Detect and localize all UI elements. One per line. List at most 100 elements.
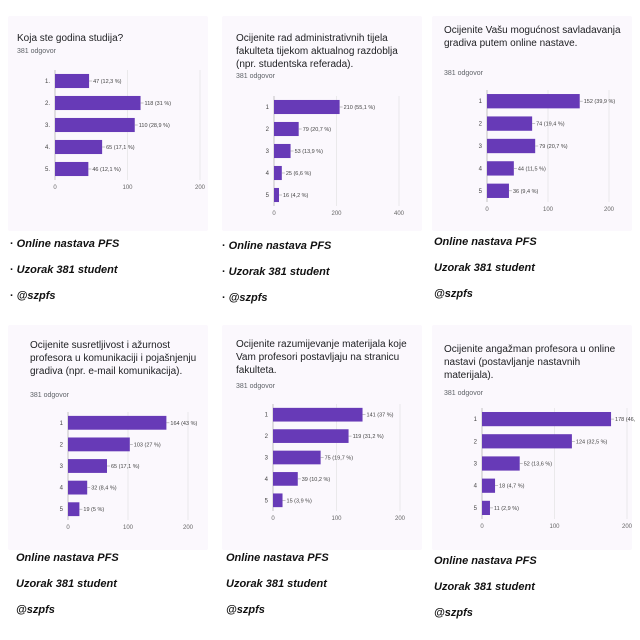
bar <box>482 434 572 449</box>
bar <box>274 99 340 115</box>
category-label: 3. <box>45 123 50 129</box>
value-label: 11 (2,9 %) <box>494 506 519 512</box>
bar <box>68 480 88 495</box>
caption-text: Uzorak 381 student <box>16 264 118 276</box>
caption-text: Uzorak 381 student <box>228 266 330 278</box>
bar <box>55 73 90 89</box>
caption-bullet: · <box>10 290 14 302</box>
value-label: 46 (12,1 %) <box>92 167 121 173</box>
category-label: 2. <box>45 101 50 107</box>
caption-line: @szpfs <box>434 288 473 300</box>
value-label: 118 (31 %) <box>145 101 172 107</box>
category-label: 3 <box>265 456 269 462</box>
caption-line: @szpfs <box>434 607 473 619</box>
caption-bullet: · <box>222 240 226 252</box>
caption-text: Online nastava PFS <box>434 555 537 567</box>
response-count: 381 odgovor <box>236 73 275 80</box>
category-label: 1 <box>265 413 269 419</box>
value-label: 44 (11,5 %) <box>518 166 546 172</box>
category-label: 1 <box>266 105 270 111</box>
value-label: 210 (55,1 %) <box>344 105 376 111</box>
x-tick-label: 100 <box>122 185 133 191</box>
value-label: 65 (17,1 %) <box>111 464 140 470</box>
caption-text: @szpfs <box>434 288 473 300</box>
value-label: 79 (20,7 %) <box>539 144 568 150</box>
caption-text: Uzorak 381 student <box>434 581 535 593</box>
bar <box>482 456 520 471</box>
bar <box>274 165 282 181</box>
caption-text: Online nastava PFS <box>228 240 332 252</box>
caption-text: @szpfs <box>434 607 473 619</box>
category-label: 2 <box>60 442 64 448</box>
bar <box>487 161 514 176</box>
bar <box>273 429 349 443</box>
bar <box>487 183 509 198</box>
caption-line: Online nastava PFS <box>434 555 537 567</box>
chart-title: Ocijenite angažman profesora u online na… <box>444 344 616 381</box>
caption-text: Online nastava PFS <box>434 236 537 248</box>
x-tick-label: 0 <box>485 207 489 213</box>
caption-line: Online nastava PFS <box>226 552 329 564</box>
value-label: 124 (32,5 %) <box>576 439 608 445</box>
response-count: 381 odgovor <box>444 390 483 397</box>
caption-line: Uzorak 381 student <box>16 578 117 590</box>
x-tick-label: 100 <box>543 207 554 213</box>
caption-text: Uzorak 381 student <box>16 578 117 590</box>
bar-chart: 0 100 200 1 164 (43 %) 2 103 (27 %) 3 65 (17,1 %… <box>60 412 197 531</box>
caption-line: · @szpfs <box>222 292 268 304</box>
bar <box>273 407 363 422</box>
bar-chart: 0 100 200 1 178 (46, 2 124 (32,5 %) 3 52 (13,6 %… <box>474 408 636 530</box>
caption-line: · Uzorak 381 student <box>10 264 118 276</box>
x-tick-label: 100 <box>123 525 134 531</box>
bar <box>482 411 612 427</box>
category-label: 2 <box>265 434 269 440</box>
caption-text: @szpfs <box>226 604 265 616</box>
response-count: 381 odgovor <box>17 48 56 55</box>
bar <box>273 472 298 486</box>
caption-text: Online nastava PFS <box>16 552 119 564</box>
category-label: 1 <box>60 421 64 427</box>
chart-title: Ocijenite rad administrativnih tijela fa… <box>236 33 398 70</box>
bar <box>68 437 130 452</box>
x-tick-label: 200 <box>395 516 406 522</box>
caption-text: Online nastava PFS <box>16 238 120 250</box>
bar <box>55 139 103 155</box>
bar-chart: 0 100 200 1 152 (39,9 %) 2 74 (19,4 %) 3 79 (20,… <box>479 90 615 213</box>
x-tick-label: 200 <box>195 185 206 191</box>
bar <box>273 493 283 508</box>
bar <box>487 94 580 109</box>
value-label: 52 (13,6 %) <box>524 462 553 468</box>
caption-text: @szpfs <box>16 604 55 616</box>
category-label: 5 <box>474 506 478 512</box>
bar <box>487 138 536 154</box>
bar <box>55 95 141 111</box>
value-label: 36 (9,4 %) <box>513 189 539 195</box>
bar <box>55 161 89 177</box>
x-tick-label: 0 <box>271 516 275 522</box>
value-label: 53 (13,9 %) <box>295 149 324 155</box>
x-tick-label: 0 <box>66 525 70 531</box>
category-label: 1 <box>479 99 483 105</box>
value-label: 16 (4,2 %) <box>283 193 309 199</box>
value-label: 110 (28,9 %) <box>139 123 170 129</box>
caption-text: Uzorak 381 student <box>434 262 535 274</box>
category-label: 4. <box>45 145 50 151</box>
x-tick-label: 400 <box>394 211 405 217</box>
value-label: 74 (19,4 %) <box>536 122 565 128</box>
category-label: 2 <box>474 439 478 445</box>
category-label: 5. <box>45 167 50 173</box>
response-count: 381 odgovor <box>444 70 483 77</box>
bar <box>68 459 107 473</box>
chart-card-2 <box>222 16 422 231</box>
bar <box>274 121 299 137</box>
category-label: 4 <box>479 166 483 172</box>
bar <box>487 116 533 131</box>
chart-title: Ocijenite razumijevanje materijala koje … <box>236 339 407 376</box>
category-label: 5 <box>265 498 269 504</box>
caption-text: Uzorak 381 student <box>226 578 327 590</box>
chart-title: Ocijenite susretljivost i ažurnost profe… <box>30 340 197 377</box>
caption-text: Online nastava PFS <box>226 552 329 564</box>
bar <box>482 500 490 516</box>
bar-chart: 0 100 200 1 141 (37 %) 2 119 (31,2 %) 3 75 (19,7… <box>265 404 406 522</box>
bar-chart: 0 200 400 1 210 (55,1 %) 2 79 (20,7 %) 3 53 (13,… <box>266 96 405 217</box>
